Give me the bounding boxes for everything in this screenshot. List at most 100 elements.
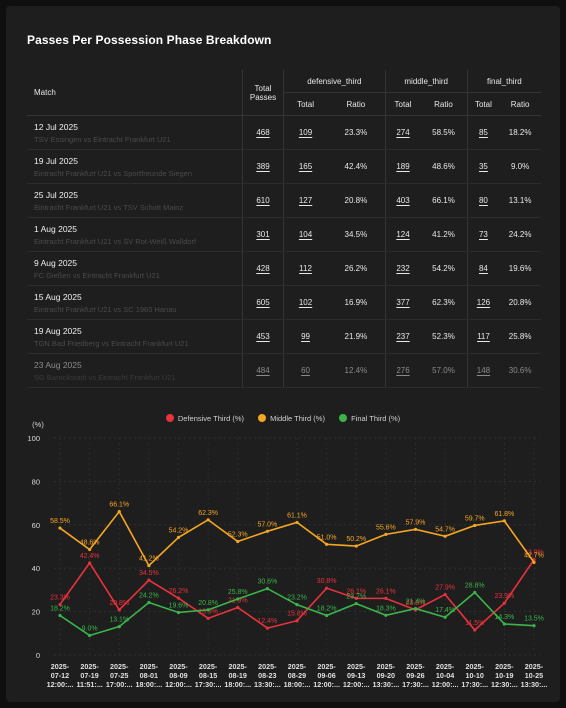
def-total-link[interactable]: 127 xyxy=(298,196,313,205)
data-point xyxy=(473,523,477,528)
fin-total-link[interactable]: 35 xyxy=(478,162,488,171)
fin-total-link[interactable]: 84 xyxy=(478,264,488,273)
data-label: 12.4% xyxy=(257,618,277,625)
data-label: 52.3% xyxy=(228,532,248,539)
data-point xyxy=(265,626,269,630)
y-axis-label: (%) xyxy=(32,420,44,429)
mid-total-link[interactable]: 189 xyxy=(396,162,410,171)
match-cell: 25 Jul 2025 Eintracht Frankfurt U21 vs TS… xyxy=(27,183,243,218)
passes-table: Match Total Passes defensive_third middl… xyxy=(27,70,541,388)
table-row: 25 Jul 2025 Eintracht Frankfurt U21 vs TS… xyxy=(27,183,541,218)
legend-item-middle[interactable]: Middle Third (%) xyxy=(258,414,325,423)
middle-third-header: middle_third xyxy=(384,70,468,93)
total-passes-link[interactable]: 605 xyxy=(256,298,270,307)
data-label: 23.2% xyxy=(287,595,307,602)
def-total-link[interactable]: 102 xyxy=(298,298,313,307)
def-ratio: 16.9% xyxy=(327,285,386,320)
data-point xyxy=(502,519,506,523)
data-point xyxy=(443,534,447,538)
data-label: 42.4% xyxy=(80,553,100,560)
data-point xyxy=(88,633,92,638)
x-tick-label: 2025-09-26 17:30:... xyxy=(402,662,429,689)
def-total-link[interactable]: 60 xyxy=(301,366,310,375)
data-point xyxy=(236,597,240,601)
mid-total-link[interactable]: 377 xyxy=(396,298,410,307)
def-ratio: 42.4% xyxy=(327,149,386,184)
fin-ratio: 24.2% xyxy=(499,217,541,252)
match-date: 1 Aug 2025 xyxy=(34,223,78,234)
x-tick-label: 2025-10-25 13:30:... xyxy=(521,662,548,689)
total-passes-link[interactable]: 453 xyxy=(256,332,270,341)
y-tick-label: 100 xyxy=(27,434,40,443)
def-total-header: Total xyxy=(283,92,328,116)
mid-total-link[interactable]: 237 xyxy=(396,332,410,341)
data-point xyxy=(206,518,210,522)
mid-total-link[interactable]: 276 xyxy=(396,366,410,375)
data-point xyxy=(88,561,92,565)
data-label: 20.8% xyxy=(198,600,218,607)
total-passes-link[interactable]: 428 xyxy=(256,264,270,273)
mid-total-link[interactable]: 232 xyxy=(396,264,410,273)
fin-total-link[interactable]: 148 xyxy=(476,366,491,375)
match-teams: TGN Bad Friedberg vs Eintracht Frankfurt… xyxy=(34,338,189,348)
y-tick-label: 20 xyxy=(32,608,40,617)
fin-total-link[interactable]: 80 xyxy=(478,196,488,205)
def-total-link[interactable]: 99 xyxy=(301,332,310,341)
match-date: 25 Jul 2025 xyxy=(34,189,78,200)
x-tick-label: 2025-09-20 13:30:... xyxy=(372,662,399,689)
fin-total-link[interactable]: 126 xyxy=(476,298,491,307)
data-point xyxy=(117,509,121,514)
data-label: 15.8% xyxy=(287,611,307,618)
data-point xyxy=(206,608,210,612)
total-passes-link[interactable]: 389 xyxy=(256,162,270,171)
total-passes-link[interactable]: 484 xyxy=(256,366,270,375)
data-label: 26.1% xyxy=(346,588,366,595)
data-point xyxy=(443,615,447,619)
data-point xyxy=(473,590,477,595)
match-cell: 19 Aug 2025 TGN Bad Friedberg vs Eintrach… xyxy=(27,319,243,354)
mid-total-link[interactable]: 124 xyxy=(396,230,410,239)
table-row: 1 Aug 2025 Eintracht Frankfurt U21 vs SV … xyxy=(27,217,541,252)
y-tick-label: 40 xyxy=(32,564,40,573)
data-label: 20.8% xyxy=(109,600,129,607)
data-label: 23.3% xyxy=(50,594,70,601)
data-label: 43.9% xyxy=(524,550,544,557)
def-total-link[interactable]: 112 xyxy=(299,264,312,273)
data-point xyxy=(502,601,506,605)
data-point xyxy=(58,526,62,530)
legend-item-final[interactable]: Final Third (%) xyxy=(339,414,400,423)
mid-total-link[interactable]: 403 xyxy=(396,196,410,205)
fin-total-link[interactable]: 73 xyxy=(478,230,488,239)
data-point xyxy=(384,532,388,536)
data-point xyxy=(147,563,151,568)
total-passes-header: Total Passes xyxy=(242,70,284,116)
def-total-link[interactable]: 109 xyxy=(298,128,313,137)
y-tick-label: 60 xyxy=(32,521,40,530)
data-point xyxy=(117,608,121,612)
total-passes-link[interactable]: 301 xyxy=(256,230,270,239)
x-tick-label: 2025-10-04 12:00:... xyxy=(432,662,459,689)
fin-total-link[interactable]: 117 xyxy=(477,332,490,341)
mid-total-header: Total xyxy=(384,92,421,116)
def-total-link[interactable]: 165 xyxy=(298,162,313,171)
data-point xyxy=(265,586,269,591)
data-label: 9.0% xyxy=(82,625,98,632)
data-label: 42.7% xyxy=(524,552,544,559)
data-point xyxy=(413,527,418,531)
mid-total-link[interactable]: 274 xyxy=(396,128,410,137)
data-label: 57.0% xyxy=(257,521,277,528)
x-tick-label: 2025-07-12 12:00:... xyxy=(47,662,74,689)
data-label: 62.3% xyxy=(198,510,218,517)
legend-item-defensive[interactable]: Defensive Third (%) xyxy=(165,414,244,423)
data-label: 25.8% xyxy=(228,589,248,596)
data-point xyxy=(295,520,299,525)
data-point xyxy=(413,606,418,611)
def-total-link[interactable]: 104 xyxy=(298,230,313,239)
total-passes-link[interactable]: 610 xyxy=(256,196,270,205)
data-point xyxy=(88,547,92,552)
x-tick-label: 2025-08-29 18:00:... xyxy=(284,662,311,689)
total-passes-link[interactable]: 468 xyxy=(256,128,270,137)
fin-total-link[interactable]: 85 xyxy=(478,128,488,137)
def-ratio: 21.9% xyxy=(327,319,386,354)
